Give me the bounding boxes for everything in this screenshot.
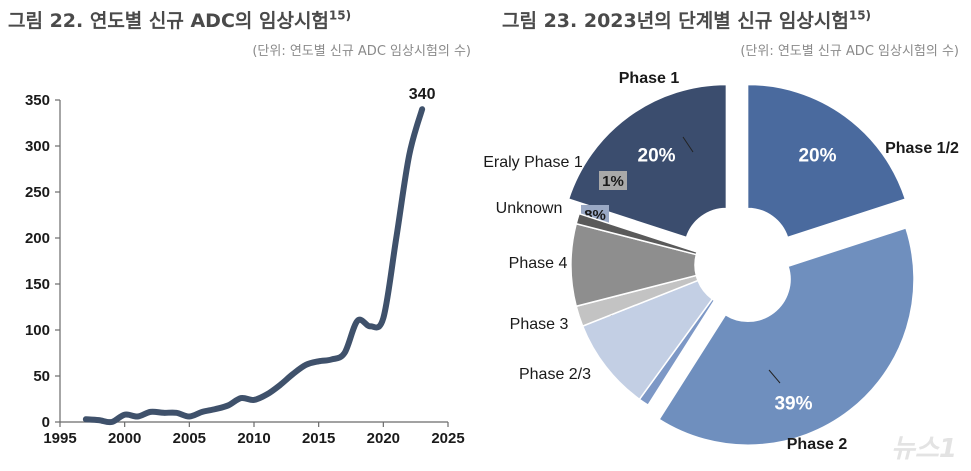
slice-phase-1-2: [746, 83, 907, 239]
x-tick-label: 2015: [302, 430, 335, 447]
x-tick-label: 2010: [237, 430, 270, 447]
x-tick-label: 2005: [173, 430, 206, 447]
slice-name-label: Phase 2: [787, 436, 848, 453]
y-tick-label: 0: [42, 414, 50, 431]
y-tick-label: 200: [25, 230, 50, 247]
series-line: [82, 106, 426, 426]
x-tick-label: 2025: [431, 430, 464, 447]
slice-name-label: Phase 3: [510, 316, 569, 333]
x-tick-label: 2000: [108, 430, 141, 447]
slice-name-label: Phase 2/3: [519, 366, 591, 383]
left-chart-unit: (단위: 연도별 신규 ADC 임상시험의 수): [252, 44, 471, 59]
y-tick-label: 100: [25, 322, 50, 339]
pct-label: 1%: [602, 173, 624, 190]
slice-phase-1: [567, 83, 728, 239]
pct-label: 20%: [798, 145, 836, 166]
pct-label-box: [599, 171, 627, 190]
watermark-logo: 뉴스1: [891, 434, 957, 464]
x-tick-label: 2020: [367, 430, 400, 447]
pct-label: 39%: [774, 393, 812, 414]
slice-phase-2: [658, 226, 915, 446]
pct-label: 20%: [638, 145, 676, 166]
leader-line: [682, 136, 694, 153]
y-tick-label: 150: [25, 276, 50, 293]
y-tick-label: 300: [25, 138, 50, 155]
y-tick-label: 250: [25, 184, 50, 201]
left-chart-title: 그림 22. 연도별 신규 ADC의 임상시험15): [8, 8, 352, 32]
leader-line: [768, 369, 781, 384]
x-tick-label: 1995: [43, 430, 76, 447]
y-tick-label: 50: [33, 368, 50, 385]
right-chart-unit: (단위: 연도별 신규 ADC 임상시험의 수): [740, 44, 959, 59]
slice-name-label: Unknown: [496, 200, 563, 217]
slice-eraly-phase-1: [575, 212, 699, 256]
slice-name-label: Phase 1/2: [885, 140, 959, 157]
right-chart-title: 그림 23. 2023년의 단계별 신규 임상시험15): [502, 8, 872, 32]
y-tick-label: 350: [25, 92, 50, 109]
slice-name-label: Phase 1: [619, 70, 680, 87]
data-label-340: 340: [409, 86, 436, 103]
slice-name-label: Phase 4: [509, 255, 568, 272]
slice-name-label: Eraly Phase 1: [483, 154, 583, 171]
